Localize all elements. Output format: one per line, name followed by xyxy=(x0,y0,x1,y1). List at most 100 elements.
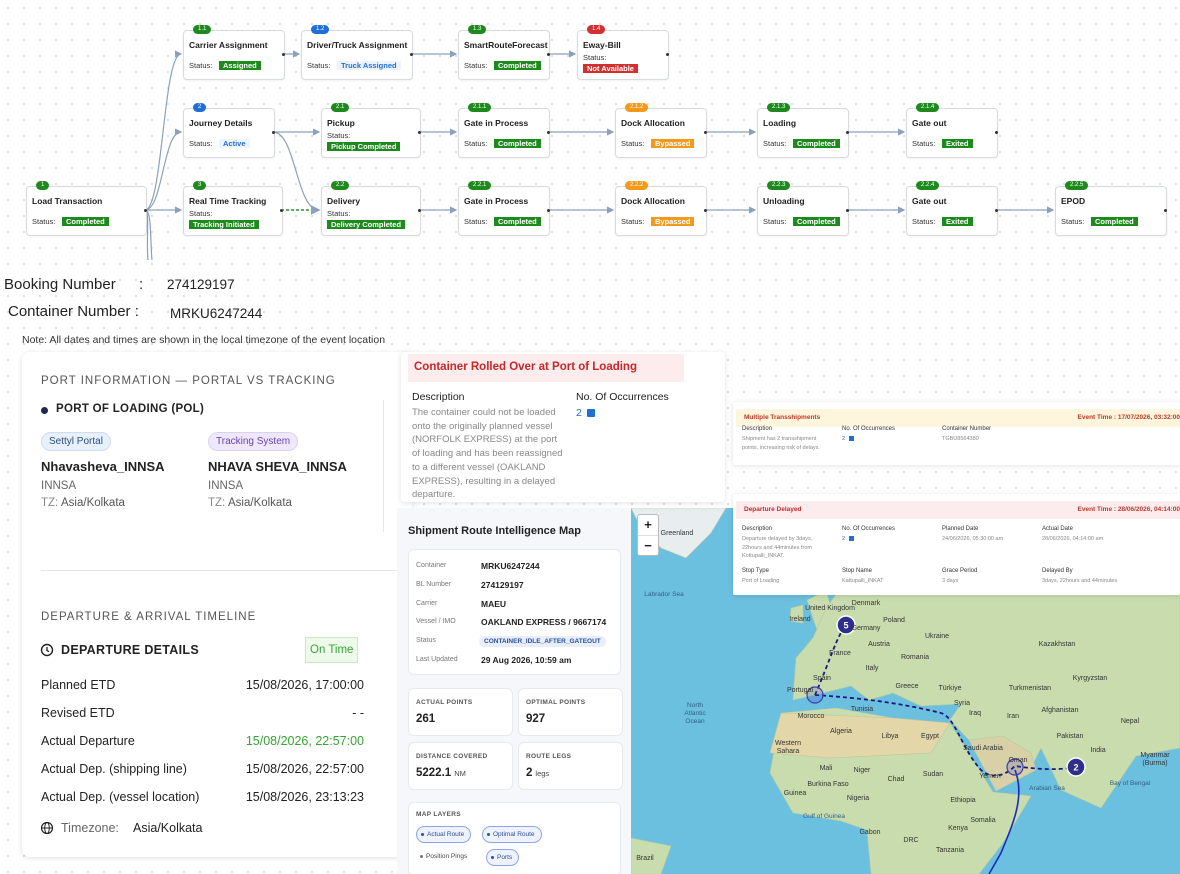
status-label: Status: xyxy=(621,139,645,148)
stat-label: OPTIMAL POINTS xyxy=(526,699,586,706)
map-label: Sudan xyxy=(922,771,944,778)
layer-toggle[interactable]: Ports xyxy=(486,849,520,866)
status-label: Status: xyxy=(621,217,645,226)
map-label: Kazakhstan xyxy=(1038,641,1076,648)
status-value: Completed xyxy=(494,139,541,148)
info-label: BL Number xyxy=(416,580,452,588)
map-label: Bay of Bengal xyxy=(1109,780,1151,787)
layer-toggle[interactable]: Optimal Route xyxy=(482,826,542,843)
port-code: INNSA xyxy=(208,480,244,492)
map-label: Chad xyxy=(887,776,905,783)
map-label: Oman xyxy=(1008,757,1028,764)
flow-node xyxy=(615,186,707,236)
status-value: Assigned xyxy=(219,61,261,70)
stat-value: 927 xyxy=(526,713,546,725)
map-label: Tanzania xyxy=(935,847,965,854)
node-badge: 2 xyxy=(193,103,207,112)
field-value: TGBU8564380 xyxy=(942,436,979,442)
tz-value: Asia/Kolkata xyxy=(228,497,292,509)
open-icon xyxy=(587,409,595,417)
layer-toggle[interactable]: Actual Route xyxy=(416,826,472,843)
row-label: Actual Dep. (shipping line) xyxy=(41,762,187,776)
note: Note: All dates and times are shown in t… xyxy=(22,334,386,346)
info-label: Vessel / IMO xyxy=(416,618,456,626)
map-label: Myanmar (Burma) xyxy=(1140,752,1170,767)
open-icon xyxy=(849,536,854,541)
status-label: Status: xyxy=(327,209,351,218)
stat-value: 5222.1 NM xyxy=(416,767,466,779)
node-title: Carrier Assignment xyxy=(189,40,268,50)
map-label: Greenland xyxy=(660,530,694,537)
status-value: Pickup Completed xyxy=(327,142,401,151)
node-badge: 1.4 xyxy=(587,25,606,34)
field-label: Description xyxy=(742,526,773,532)
node-title: Eway-Bill xyxy=(583,40,621,50)
map-label: Morocco xyxy=(797,713,825,720)
layer-label: Ports xyxy=(497,854,513,861)
node-badge: 2.2.4 xyxy=(916,181,940,190)
node-badge: 2.1.1 xyxy=(468,103,492,112)
row-label: Actual Departure xyxy=(41,734,135,748)
node-title: Gate in Process xyxy=(464,118,529,128)
row-label: Actual Dep. (vessel location) xyxy=(41,790,200,804)
status-label: Status: xyxy=(307,61,331,70)
status-value: Tracking Initiated xyxy=(189,220,259,229)
bullet xyxy=(41,407,48,414)
node-title: Journey Details xyxy=(189,118,253,128)
status-value: Truck Assigned xyxy=(337,61,401,70)
alert-header xyxy=(736,501,1180,519)
node-handle xyxy=(418,131,421,134)
map-label: Labrador Sea xyxy=(644,591,684,598)
event-time: Event Time : 28/06/2026, 04:14:00 xyxy=(1077,506,1180,513)
node-handle xyxy=(995,131,998,134)
flow-node xyxy=(458,108,550,158)
stat-unit: legs xyxy=(535,769,550,778)
node-title: Pickup xyxy=(327,118,355,128)
node-badge: 1.1 xyxy=(193,25,212,34)
row-label: Revised ETD xyxy=(41,706,115,720)
status-label: Status: xyxy=(32,217,56,226)
status-value: Completed xyxy=(1091,217,1138,226)
node-handle xyxy=(547,209,550,212)
timezone-value: Asia/Kolkata xyxy=(133,821,203,835)
node-title: Gate out xyxy=(912,196,947,206)
landmass xyxy=(968,735,1037,792)
layer-label: Optimal Route xyxy=(493,831,535,838)
flow-connectors xyxy=(144,50,1055,260)
zoom-button[interactable]: + xyxy=(644,517,652,532)
map-label: Gulf of Guinea xyxy=(803,813,845,820)
node-handle xyxy=(547,131,550,134)
status-label: Status: xyxy=(912,139,936,148)
zoom-control: + − xyxy=(637,514,659,556)
source-tag: Tracking System xyxy=(208,432,299,451)
field-value: 3days, 22hours and 44minutes xyxy=(1042,578,1118,584)
map-label: Saudi Arabia xyxy=(963,745,1003,752)
stat-label: ACTUAL POINTS xyxy=(416,699,473,706)
node-handle xyxy=(547,53,550,56)
actual-route xyxy=(988,769,1020,874)
field-label: Description xyxy=(412,391,465,403)
node-badge: 2.2.5 xyxy=(1065,181,1089,190)
map-canvas: 52 xyxy=(631,508,1180,874)
marker-label: 2 xyxy=(1073,763,1078,773)
node-title: Load Transaction xyxy=(32,196,103,206)
map-label: Denmark xyxy=(851,600,881,607)
status-value: Completed xyxy=(793,139,840,148)
status-value: Completed xyxy=(793,217,840,226)
layer-dot xyxy=(420,855,423,858)
map-label: Gabon xyxy=(859,829,881,836)
map-label: Nigeria xyxy=(846,795,870,802)
node-badge: 2.1.3 xyxy=(767,103,791,112)
flow-node xyxy=(183,108,275,158)
status-label: Status: xyxy=(912,217,936,226)
stat-box xyxy=(408,742,513,790)
zoom-button[interactable]: − xyxy=(638,535,658,556)
layer-toggle[interactable]: Position Pings xyxy=(416,849,473,864)
node-title: Real Time Tracking xyxy=(189,196,267,206)
stat-box xyxy=(408,688,513,736)
source-tag: Settyl Portal xyxy=(41,432,111,451)
node-handle xyxy=(280,209,283,212)
node-handle xyxy=(272,131,275,134)
map-label: Ireland xyxy=(789,616,811,623)
flow-edge xyxy=(144,50,183,211)
